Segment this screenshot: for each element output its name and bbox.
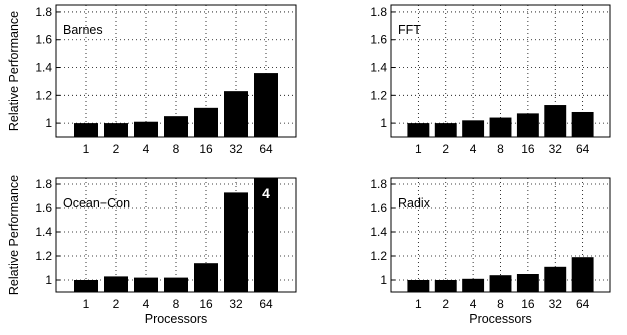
y-tick-label: 1.4 [370,225,387,239]
plot-frame [390,177,611,293]
bar-annotation: 4 [262,185,270,201]
x-tick-label: 32 [549,142,563,156]
x-tick-label: 16 [199,297,213,311]
y-tick-label: 1.2 [370,88,387,102]
x-tick-label: 8 [497,297,504,311]
bar-2 [104,276,128,292]
bar-16 [194,107,218,137]
bar-64 [254,73,278,137]
chart-panel-1: 1 1.2 1.4 1.6 1.8 1 2 4 8 16 32 64 FFT [370,4,611,156]
x-tick-label: 1 [415,297,422,311]
y-tick-label: 1.4 [35,225,52,239]
x-tick-label: 4 [143,297,150,311]
x-tick-label: 32 [229,142,243,156]
bar-2 [434,280,457,292]
bar-1 [74,123,98,137]
x-tick-label: 4 [470,297,477,311]
x-tick-label: 1 [83,297,90,311]
y-tick-label: 1.6 [35,201,52,215]
bar-64 [254,178,278,292]
x-tick-label: 8 [173,142,180,156]
panel-title: Radix [398,196,431,210]
bar-2 [434,123,457,137]
bar-16 [194,263,218,292]
x-tick-label: 4 [143,142,150,156]
y-tick-label: 1.4 [370,61,387,75]
y-tick-label: 1.4 [35,61,52,75]
y-tick-label: 1.8 [35,5,52,19]
y-tick-label: 1 [380,273,387,287]
bar-4 [462,278,485,292]
y-tick-label: 1.2 [370,249,387,263]
x-tick-label: 64 [259,297,273,311]
bar-8 [164,277,188,292]
bar-4 [462,120,485,137]
x-tick-label: 1 [83,142,90,156]
y-tick-label: 1 [45,116,52,130]
x-tick-label: 64 [259,142,273,156]
plot-frame [55,177,297,293]
x-tick-label: 2 [442,297,449,311]
x-axis-label: Processors [145,312,208,326]
y-tick-label: 1 [45,273,52,287]
x-tick-label: 32 [229,297,243,311]
bar-1 [407,280,430,292]
panel-title: FFT [398,23,421,37]
x-tick-label: 1 [415,142,422,156]
x-axis-label: Processors [469,312,532,326]
x-tick-label: 2 [113,142,120,156]
y-tick-label: 1.2 [35,88,52,102]
x-tick-label: 8 [497,142,504,156]
bar-8 [164,116,188,137]
bar-1 [407,123,430,137]
bar-32 [224,192,248,292]
plot-frame [55,4,297,138]
bar-8 [489,117,512,137]
x-tick-label: 64 [576,297,590,311]
plot-frame [390,4,611,138]
y-tick-label: 1.8 [370,177,387,191]
bar-64 [571,257,594,292]
bar-8 [489,275,512,292]
bar-16 [516,274,539,292]
panel-title: Barnes [63,23,103,37]
y-tick-label: 1.8 [35,177,52,191]
bar-64 [571,111,594,137]
y-tick-label: 1.2 [35,249,52,263]
chart-panel-3: 1 1.2 1.4 1.6 1.8 1 2 4 8 16 32 64 Radix Processors [370,177,611,326]
y-axis-label: Relative Performance [7,11,21,131]
x-tick-label: 16 [199,142,213,156]
panel-title: Ocean−Con [63,196,130,210]
x-tick-label: 4 [470,142,477,156]
x-tick-label: 2 [113,297,120,311]
bar-16 [516,113,539,137]
bar-4 [134,277,158,292]
y-tick-label: 1.8 [370,5,387,19]
y-tick-label: 1.6 [370,201,387,215]
bar-32 [544,266,567,292]
x-tick-label: 64 [576,142,590,156]
x-tick-label: 8 [173,297,180,311]
x-tick-label: 32 [549,297,563,311]
y-tick-label: 1 [380,116,387,130]
bar-2 [104,123,128,137]
y-tick-label: 1.6 [370,33,387,47]
x-tick-label: 16 [521,297,535,311]
bar-32 [544,105,567,137]
x-tick-label: 16 [521,142,535,156]
y-axis-label: Relative Performance [7,175,21,295]
y-tick-label: 1.6 [35,33,52,47]
chart-panel-0: 1 1.2 1.4 1.6 1.8 1 2 4 8 16 32 64 Barnes Relative Pe… [7,4,297,156]
bar-32 [224,91,248,137]
x-tick-label: 2 [442,142,449,156]
bar-1 [74,280,98,292]
bar-4 [134,121,158,137]
chart-panel-2: 1 1.2 1.4 1.6 1.8 1 2 4 8 16 32 64 Ocean−Con 4 Relativ… [7,175,297,326]
